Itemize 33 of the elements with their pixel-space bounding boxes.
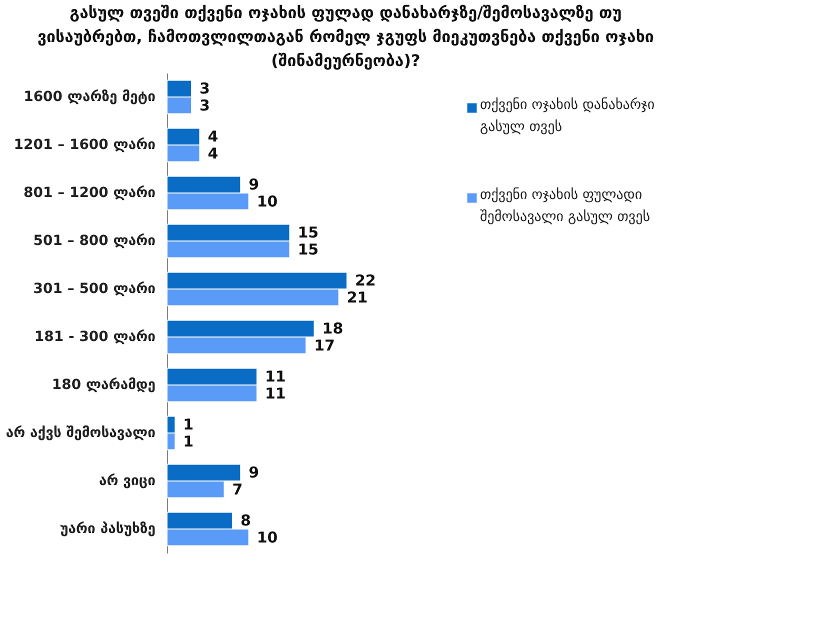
y-tick-label: 180 ლარამდე <box>52 377 156 393</box>
y-tick-label: არ ვიცი <box>98 473 156 489</box>
data-label: 15 <box>298 240 319 258</box>
chart-title: გასულ თვეში თქვენი ოჯახის ფულად დანახარჯზე/შემოსავალზე თუ ვისაუბრებთ, ჩამოთვლილთაგან რომელ ჯგუფს მიეკუთვნება თქვენი ოჯახი (შინამეურნეობა)? <box>37 3 654 70</box>
data-label: 11 <box>265 368 286 386</box>
y-tick-label: 1600 ლარზე მეტი <box>24 89 156 105</box>
legend-label: თქვენი ოჯახის დანახარჯი გასულ თვეს <box>480 97 655 135</box>
data-label: 9 <box>248 464 260 482</box>
data-label: 15 <box>298 224 319 242</box>
data-label: 21 <box>346 288 368 306</box>
data-label: 8 <box>240 512 251 530</box>
y-tick-label: 1201 – 1600 ლარი <box>14 137 156 153</box>
y-tick-label: 301 – 500 ლარი <box>33 281 156 297</box>
y-tick-label: 181 - 300 ლარი <box>34 329 156 345</box>
y-tick-label: 501 – 800 ლარი <box>33 233 156 249</box>
data-label: 9 <box>248 176 260 194</box>
data-label: 1 <box>183 432 194 450</box>
data-label: 3 <box>200 96 210 114</box>
data-label: 17 <box>314 336 335 354</box>
y-tick-label: უარი პასუხზე <box>60 521 156 537</box>
data-label: 18 <box>322 320 344 338</box>
data-label: 11 <box>265 384 286 402</box>
data-label: 4 <box>208 128 218 146</box>
data-label: 10 <box>256 528 278 546</box>
data-label: 3 <box>200 80 210 98</box>
data-label: 1 <box>183 416 194 434</box>
data-label: 22 <box>355 272 376 290</box>
data-label: 7 <box>232 480 243 498</box>
data-label: 4 <box>208 144 218 162</box>
y-tick-label: 801 – 1200 ლარი <box>23 185 156 201</box>
legend-label: თქვენი ოჯახის ფულადი შემოსავალი გასულ თვეს <box>480 187 650 225</box>
data-label: 10 <box>256 192 278 210</box>
y-tick-label: არ აქვს შემოსავალი <box>6 425 156 441</box>
